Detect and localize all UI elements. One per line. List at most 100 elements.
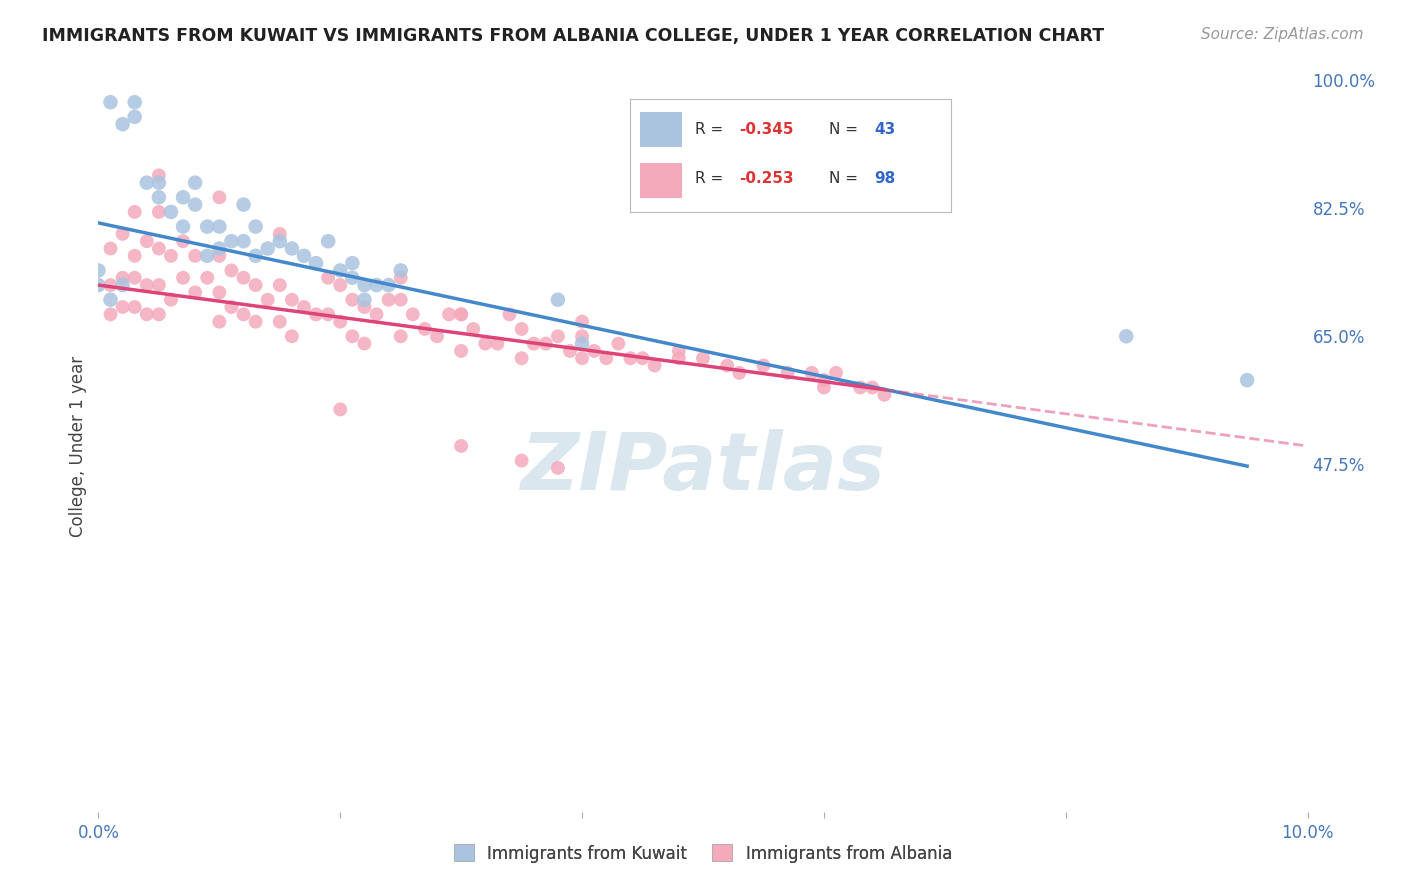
Point: [668, 351, 690, 366]
Point: [245, 219, 267, 234]
Point: [329, 315, 352, 329]
Point: [571, 315, 593, 329]
Point: [510, 453, 533, 467]
Point: [366, 278, 388, 293]
Point: [184, 249, 207, 263]
Point: [245, 315, 267, 329]
Point: [160, 205, 183, 219]
Point: [292, 300, 315, 314]
Point: [510, 322, 533, 336]
Point: [221, 234, 243, 248]
Point: [269, 227, 291, 241]
Point: [256, 293, 278, 307]
Text: ZIPatlas: ZIPatlas: [520, 429, 886, 507]
Point: [281, 293, 304, 307]
Point: [316, 234, 339, 248]
Point: [534, 336, 557, 351]
Point: [873, 388, 896, 402]
Point: [728, 366, 751, 380]
Point: [1115, 329, 1137, 343]
Point: [342, 293, 364, 307]
Point: [353, 293, 375, 307]
Point: [316, 270, 339, 285]
Point: [172, 219, 194, 234]
Point: [232, 197, 254, 211]
Point: [87, 278, 110, 293]
Point: [124, 110, 146, 124]
Point: [160, 249, 183, 263]
Point: [329, 263, 352, 277]
Point: [208, 242, 231, 256]
Point: [595, 351, 617, 366]
Point: [316, 307, 339, 321]
Point: [221, 300, 243, 314]
Point: [437, 307, 460, 321]
Point: [184, 176, 207, 190]
Point: [208, 285, 231, 300]
Point: [135, 234, 157, 248]
Point: [752, 359, 775, 373]
Point: [450, 439, 472, 453]
Point: [342, 270, 364, 285]
Point: [644, 359, 666, 373]
Point: [389, 293, 412, 307]
Point: [100, 95, 122, 110]
Point: [100, 242, 122, 256]
Point: [389, 263, 412, 277]
Point: [450, 307, 472, 321]
Point: [692, 351, 714, 366]
Point: [221, 263, 243, 277]
Point: [281, 329, 304, 343]
Point: [100, 278, 122, 293]
Point: [547, 329, 569, 343]
Point: [450, 307, 472, 321]
Point: [860, 380, 883, 394]
Point: [366, 307, 388, 321]
Point: [571, 336, 593, 351]
Point: [389, 270, 412, 285]
Point: [389, 329, 412, 343]
Point: [305, 307, 328, 321]
Text: IMMIGRANTS FROM KUWAIT VS IMMIGRANTS FROM ALBANIA COLLEGE, UNDER 1 YEAR CORRELAT: IMMIGRANTS FROM KUWAIT VS IMMIGRANTS FRO…: [42, 27, 1104, 45]
Point: [172, 234, 194, 248]
Point: [607, 336, 630, 351]
Point: [377, 278, 399, 293]
Point: [100, 307, 122, 321]
Point: [208, 249, 231, 263]
Point: [474, 336, 496, 351]
Point: [849, 380, 872, 394]
Point: [571, 351, 593, 366]
Point: [547, 293, 569, 307]
Point: [160, 293, 183, 307]
Point: [148, 278, 170, 293]
Point: [353, 336, 375, 351]
Point: [208, 190, 231, 204]
Point: [111, 117, 134, 131]
Point: [245, 278, 267, 293]
Text: Source: ZipAtlas.com: Source: ZipAtlas.com: [1201, 27, 1364, 42]
Point: [463, 322, 485, 336]
Point: [1236, 373, 1258, 387]
Point: [547, 461, 569, 475]
Point: [124, 205, 146, 219]
Point: [583, 343, 606, 358]
Point: [776, 366, 799, 380]
Point: [269, 315, 291, 329]
Point: [172, 270, 194, 285]
Point: [100, 293, 122, 307]
Point: [148, 169, 170, 183]
Point: [305, 256, 328, 270]
Point: [342, 329, 364, 343]
Point: [135, 176, 157, 190]
Point: [184, 197, 207, 211]
Point: [498, 307, 520, 321]
Point: [195, 270, 218, 285]
Point: [329, 278, 352, 293]
Point: [631, 351, 654, 366]
Point: [172, 190, 194, 204]
Point: [510, 351, 533, 366]
Point: [668, 343, 690, 358]
Point: [148, 176, 170, 190]
Point: [450, 343, 472, 358]
Point: [208, 315, 231, 329]
